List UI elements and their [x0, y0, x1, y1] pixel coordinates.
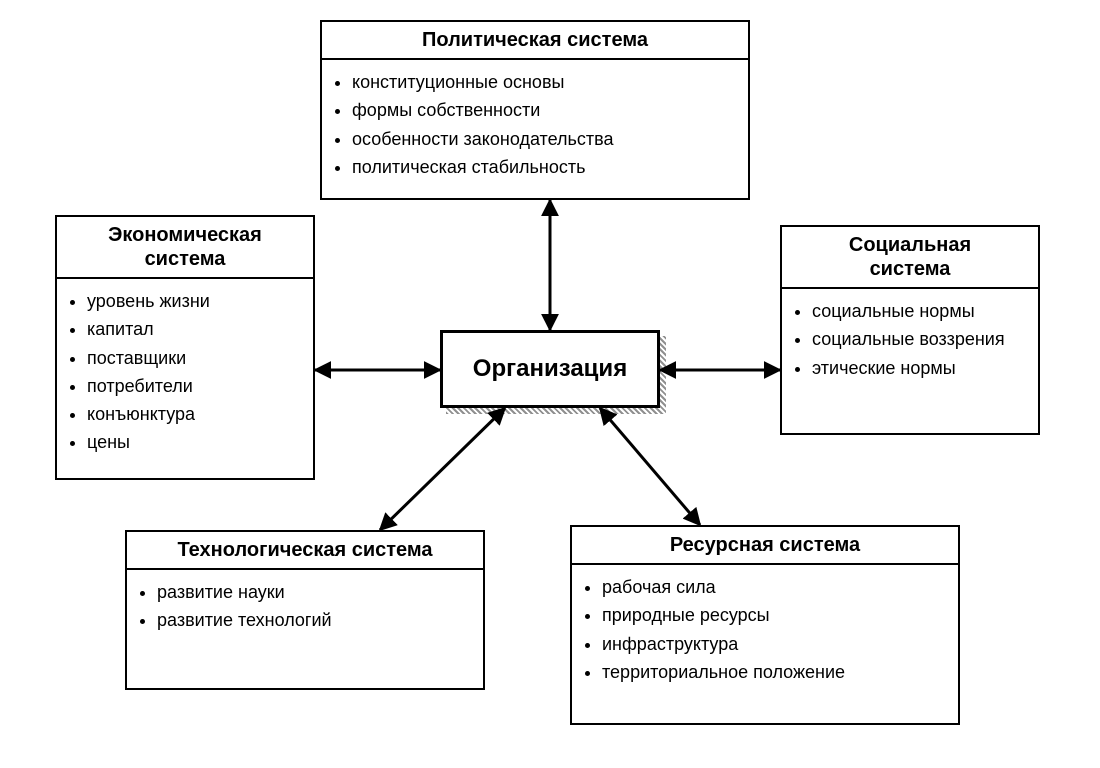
node-item-list: социальные нормысоциальные воззренияэтич…	[812, 297, 1028, 382]
node-item: особенности законодательства	[352, 125, 738, 153]
node-item-list: уровень жизникапиталпоставщикипотребител…	[87, 287, 303, 457]
node-body: конституционные основыформы собственност…	[322, 60, 748, 189]
node-item: конъюнктура	[87, 400, 303, 428]
node-item: потребители	[87, 372, 303, 400]
node-item: инфраструктура	[602, 630, 948, 658]
node-item: природные ресурсы	[602, 601, 948, 629]
node-item: социальные воззрения	[812, 325, 1028, 353]
node-title: Социальнаясистема	[782, 227, 1038, 289]
edge-arrow	[600, 408, 700, 525]
node-technological: Технологическая система развитие наукираз…	[125, 530, 485, 690]
node-body: социальные нормысоциальные воззренияэтич…	[782, 289, 1038, 390]
node-item: социальные нормы	[812, 297, 1028, 325]
node-item: развитие технологий	[157, 606, 473, 634]
node-body: развитие наукиразвитие технологий	[127, 570, 483, 643]
node-title: Экономическаясистема	[57, 217, 313, 279]
node-item: развитие науки	[157, 578, 473, 606]
node-item-list: рабочая силаприродные ресурсыинфраструкт…	[602, 573, 948, 686]
node-body: рабочая силаприродные ресурсыинфраструкт…	[572, 565, 958, 694]
node-item: капитал	[87, 315, 303, 343]
node-item: формы собственности	[352, 96, 738, 124]
node-item: цены	[87, 428, 303, 456]
node-resource: Ресурсная система рабочая силаприродные р…	[570, 525, 960, 725]
node-title: Технологическая система	[127, 532, 483, 570]
node-title: Ресурсная система	[572, 527, 958, 565]
node-item: рабочая сила	[602, 573, 948, 601]
center-node-label: Организация	[473, 355, 627, 383]
diagram-canvas: Организация Политическая система конститу…	[0, 0, 1100, 768]
node-item: конституционные основы	[352, 68, 738, 96]
node-political: Политическая система конституционные осно…	[320, 20, 750, 200]
node-item: политическая стабильность	[352, 153, 738, 181]
node-item: территориальное положение	[602, 658, 948, 686]
node-item-list: конституционные основыформы собственност…	[352, 68, 738, 181]
node-body: уровень жизникапиталпоставщикипотребител…	[57, 279, 313, 465]
edge-arrow	[380, 408, 505, 530]
node-item: поставщики	[87, 344, 303, 372]
node-social: Социальнаясистема социальные нормысоциаль…	[780, 225, 1040, 435]
node-title: Политическая система	[322, 22, 748, 60]
node-economic: Экономическаясистема уровень жизникапитал…	[55, 215, 315, 480]
node-item: этические нормы	[812, 354, 1028, 382]
node-item: уровень жизни	[87, 287, 303, 315]
node-item-list: развитие наукиразвитие технологий	[157, 578, 473, 635]
center-node: Организация	[440, 330, 660, 408]
